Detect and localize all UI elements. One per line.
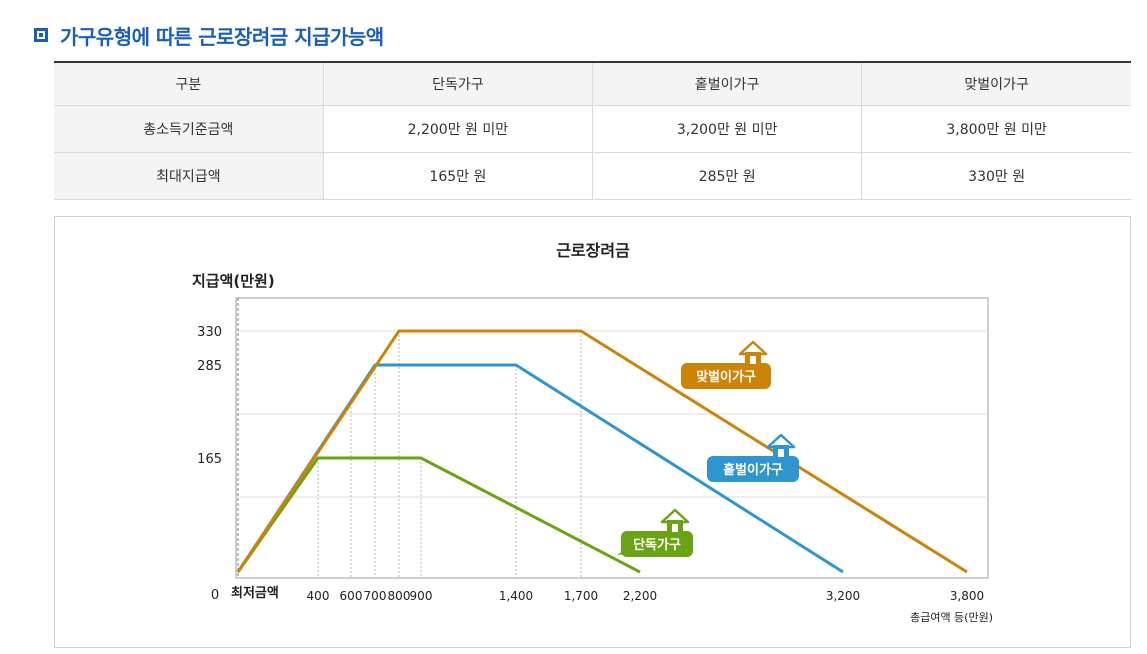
house-icon xyxy=(672,524,678,532)
row-label: 최대지급액 xyxy=(54,152,324,200)
y-axis-label: 지급액(만원) xyxy=(192,272,275,290)
table-cell: 3,200만 원 미만 xyxy=(592,105,863,153)
chart-title: 근로장려금 xyxy=(556,241,630,260)
header-category: 구분 xyxy=(54,61,324,106)
series-badge xyxy=(707,456,799,482)
series-badge-label: 단독가구 xyxy=(633,537,681,553)
table-cell: 3,800만 원 미만 xyxy=(861,105,1131,153)
header-single-earner: 홑벌이가구 xyxy=(592,61,863,106)
page-title: 가구유형에 따른 근로장려금 지급가능액 xyxy=(60,24,384,49)
table-header-row: 구분 단독가구 홑벌이가구 맞벌이가구 xyxy=(54,61,1131,106)
x-tick-label: 1,400 xyxy=(499,589,533,603)
x-tick-label: 600 xyxy=(340,589,363,603)
table-row: 총소득기준금액 2,200만 원 미만 3,200만 원 미만 3,800만 원… xyxy=(54,105,1131,153)
page-heading: 가구유형에 따른 근로장려금 지급가능액 xyxy=(34,20,384,50)
series-badge xyxy=(621,531,693,557)
house-icon xyxy=(750,356,756,364)
x-tick-label: 800 xyxy=(388,589,411,603)
x-tick-label: 400 xyxy=(307,589,330,603)
x-tick-label: 700 xyxy=(364,589,387,603)
table-row: 최대지급액 165만 원 285만 원 330만 원 xyxy=(54,152,1131,200)
x-tick-label: 1,700 xyxy=(564,589,598,603)
y-tick-label: 330 xyxy=(197,325,222,340)
row-label: 총소득기준금액 xyxy=(54,105,324,153)
table-cell: 285만 원 xyxy=(592,152,863,200)
table-cell: 2,200만 원 미만 xyxy=(323,105,594,153)
table-cell: 330만 원 xyxy=(861,152,1131,200)
header-single: 단독가구 xyxy=(323,61,594,106)
y-tick-label-zero: 0 xyxy=(211,588,219,603)
square-bullet-icon xyxy=(34,28,48,42)
plot-frame xyxy=(235,297,989,579)
x-tick-label: 3,200 xyxy=(826,589,860,603)
benefit-table: 구분 단독가구 홑벌이가구 맞벌이가구 총소득기준금액 2,200만 원 미만 … xyxy=(54,61,1131,200)
x-origin-label: 최저금액 xyxy=(231,586,279,601)
table-cell: 165만 원 xyxy=(323,152,594,200)
x-tick-label: 3,800 xyxy=(950,589,984,603)
x-tick-label: 2,200 xyxy=(623,589,657,603)
house-icon xyxy=(778,449,784,457)
header-dual-earner: 맞벌이가구 xyxy=(861,61,1131,106)
series-line xyxy=(236,456,641,574)
x-axis-label: 총급여액 등(만원) xyxy=(910,611,993,624)
y-tick-label: 285 xyxy=(197,359,222,374)
series-badge-label: 홑벌이가구 xyxy=(723,462,783,478)
x-tick-label: 900 xyxy=(410,589,433,603)
series-badge-label: 맞벌이가구 xyxy=(696,369,756,385)
series-badge xyxy=(681,363,771,389)
y-tick-label: 165 xyxy=(197,452,222,467)
